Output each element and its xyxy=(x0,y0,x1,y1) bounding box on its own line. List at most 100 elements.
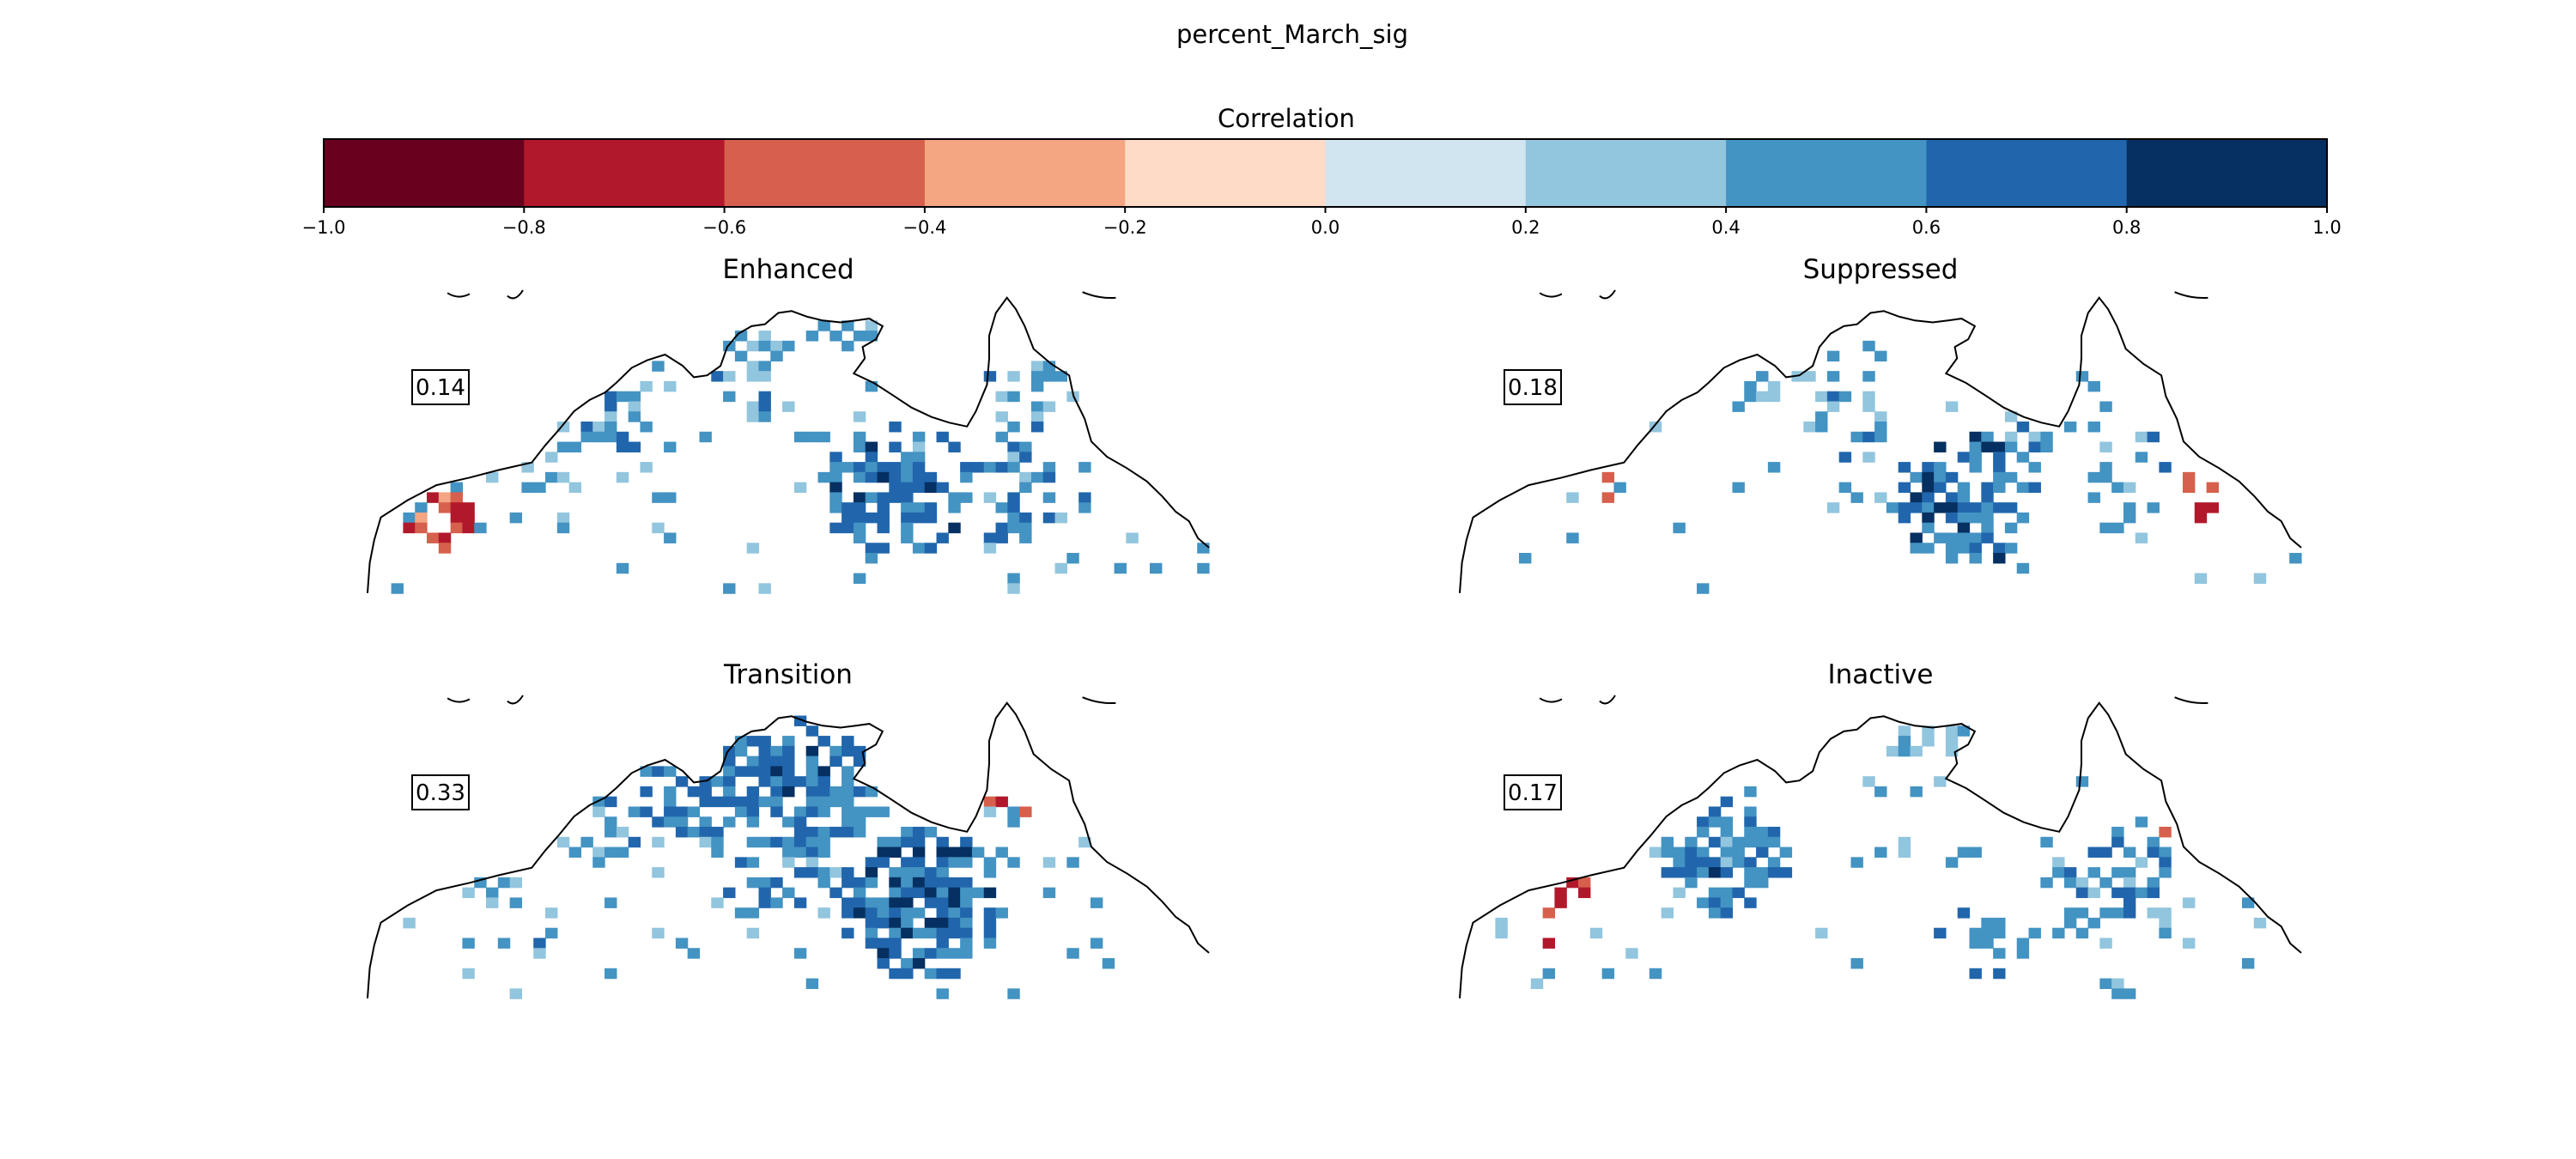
grid-cell xyxy=(1862,776,1875,787)
grid-cell xyxy=(2111,907,2124,919)
grid-cell xyxy=(1007,452,1020,463)
grid-cell xyxy=(865,492,878,503)
coastline xyxy=(367,296,1210,593)
panel-annotation: 0.18 xyxy=(1504,369,1562,405)
grid-cell xyxy=(865,938,878,949)
grid-cell xyxy=(1685,867,1698,878)
grid-cell xyxy=(912,471,926,483)
grid-cell xyxy=(675,816,689,828)
grid-cell xyxy=(1969,452,1982,463)
grid-cell xyxy=(2075,887,2089,899)
grid-cell xyxy=(1554,897,1567,908)
grid-cell xyxy=(1542,907,1556,919)
grid-cell xyxy=(1720,887,1734,899)
grid-cell xyxy=(1030,422,1044,433)
grid-cell xyxy=(901,867,914,878)
grid-cell xyxy=(1744,786,1757,798)
grid-cell xyxy=(770,755,783,768)
grid-cell xyxy=(817,846,830,858)
grid-cell xyxy=(924,543,938,554)
grid-cell xyxy=(1945,401,1959,412)
grid-cell xyxy=(877,846,890,858)
grid-cell xyxy=(983,492,997,503)
grid-cell xyxy=(901,897,914,908)
grid-cell xyxy=(971,846,985,858)
grid-cell xyxy=(841,340,854,352)
grid-cell xyxy=(912,887,926,899)
grid-cell xyxy=(1826,502,1840,513)
panel-title: Transition xyxy=(723,659,853,690)
grid-cell xyxy=(889,927,902,939)
grid-cell xyxy=(675,776,689,787)
grid-cell xyxy=(948,857,961,868)
grid-cell xyxy=(841,320,854,331)
grid-cell xyxy=(1685,846,1698,858)
grid-cell xyxy=(2147,907,2160,919)
grid-cell xyxy=(889,492,902,503)
grid-cell xyxy=(1934,471,1947,483)
grid-cell xyxy=(758,877,771,889)
grid-cell xyxy=(1019,512,1032,524)
grid-cell xyxy=(817,786,830,798)
grid-cell xyxy=(556,522,570,534)
grid-cell xyxy=(782,401,795,412)
grid-cell xyxy=(640,422,653,433)
grid-cell xyxy=(912,857,926,868)
grid-cell xyxy=(2016,512,2030,524)
grid-cell xyxy=(628,836,641,848)
grid-cell xyxy=(2063,917,2077,929)
colorbar-bin xyxy=(924,139,1126,207)
grid-cell xyxy=(782,857,795,868)
grid-cell xyxy=(556,441,570,452)
grid-cell xyxy=(889,877,902,889)
grid-cell xyxy=(865,917,878,929)
grid-cell xyxy=(877,857,890,868)
grid-cell xyxy=(2147,846,2160,858)
grid-cell xyxy=(865,320,878,331)
grid-cell xyxy=(1969,846,1982,858)
grid-cell xyxy=(865,897,878,908)
grid-cell xyxy=(1673,522,1686,534)
grid-cell xyxy=(983,867,997,878)
grid-cell xyxy=(805,836,819,848)
grid-cell xyxy=(462,938,475,949)
colorbar-tick-label: 0.0 xyxy=(1311,217,1340,238)
grid-cell xyxy=(568,482,582,494)
grid-cell xyxy=(936,846,949,858)
colorbar-bin xyxy=(1726,139,1927,207)
grid-cell xyxy=(865,877,878,889)
grid-cell xyxy=(1945,502,1959,513)
grid-cell xyxy=(1922,725,1935,737)
grid-cell xyxy=(817,836,830,848)
grid-cell xyxy=(924,927,938,939)
colorbar-tick-label: −0.6 xyxy=(702,217,746,238)
panel-annotation: 0.33 xyxy=(411,774,470,810)
grid-cell xyxy=(853,877,866,889)
grid-cell xyxy=(486,897,499,908)
grid-cell xyxy=(1934,482,1947,494)
grid-cell xyxy=(1838,452,1852,463)
grid-cell xyxy=(901,471,914,483)
grid-cell xyxy=(1007,988,1020,999)
grid-cell xyxy=(1922,522,1935,534)
grid-cell xyxy=(2087,867,2100,878)
grid-cell xyxy=(699,796,712,808)
grid-cell xyxy=(592,431,605,443)
grid-cell xyxy=(960,938,973,949)
grid-cell xyxy=(865,471,878,483)
grid-cell xyxy=(568,846,582,858)
grid-cell xyxy=(2099,846,2112,858)
grid-cell xyxy=(486,887,499,899)
grid-cell xyxy=(936,877,949,889)
grid-cell xyxy=(1850,958,1863,969)
grid-cell xyxy=(450,482,464,494)
grid-cell xyxy=(1957,532,1971,543)
grid-cell xyxy=(1957,452,1971,463)
grid-cell xyxy=(1945,492,1959,503)
grid-cell xyxy=(1007,441,1020,452)
grid-cell xyxy=(2123,502,2136,513)
grid-cell xyxy=(1530,978,1544,989)
grid-cell xyxy=(877,958,890,969)
grid-cell xyxy=(1910,745,1923,757)
grid-cell xyxy=(912,482,926,494)
